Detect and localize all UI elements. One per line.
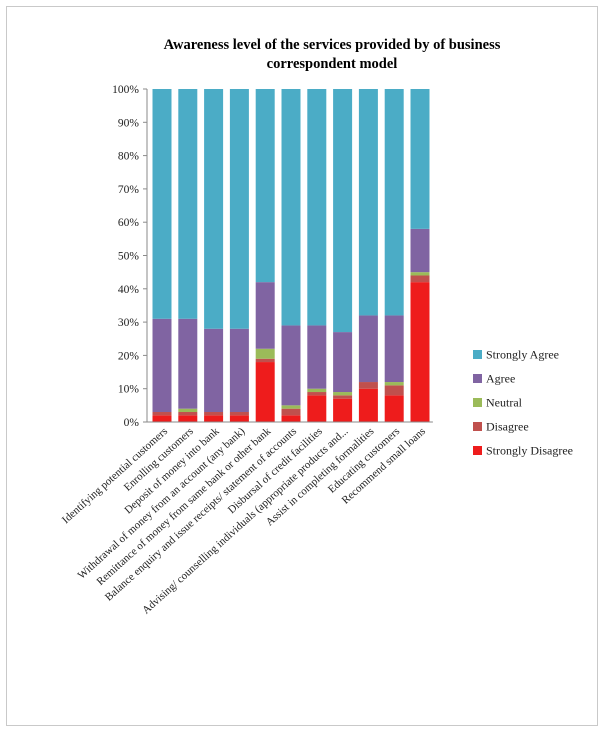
bars xyxy=(152,89,430,422)
bar-segment xyxy=(384,382,404,386)
bar-stack xyxy=(358,89,378,422)
legend-label: Strongly Agree xyxy=(486,348,559,362)
bar-segment xyxy=(255,358,275,363)
stacked-bar-chart: Awareness level of the services provided… xyxy=(60,37,573,617)
bar-stack xyxy=(255,89,275,422)
y-tick-label: 100% xyxy=(112,84,139,96)
bar-stack xyxy=(204,89,224,422)
bar-segment xyxy=(255,362,275,422)
bar-segment xyxy=(333,398,353,422)
y-tick-label: 70% xyxy=(118,184,140,196)
bar-segment xyxy=(384,385,404,396)
chart-title-line-2: correspondent model xyxy=(267,56,398,72)
bar-segment xyxy=(152,318,172,413)
bar-segment xyxy=(152,412,172,416)
bar-segment xyxy=(255,348,275,359)
bar-segment xyxy=(358,388,378,422)
y-tick-label: 80% xyxy=(118,151,140,163)
bar-segment xyxy=(178,89,198,319)
bar-segment xyxy=(152,89,172,319)
bar-segment xyxy=(281,408,301,416)
legend-item: Disagree xyxy=(473,420,529,434)
y-tick-label: 40% xyxy=(118,284,140,296)
bar-segment xyxy=(333,89,353,333)
bar-segment xyxy=(307,89,327,326)
bar-segment xyxy=(307,325,327,389)
bar-segment xyxy=(358,315,378,383)
bar-segment xyxy=(410,272,430,276)
bar-segment xyxy=(229,89,249,329)
y-tick-label: 60% xyxy=(118,217,140,229)
legend-swatch xyxy=(473,422,482,431)
bar-segment xyxy=(410,228,430,273)
bar-segment xyxy=(229,328,249,413)
bar-stack xyxy=(307,89,327,422)
legend-label: Disagree xyxy=(486,420,529,434)
bar-stack xyxy=(384,89,404,422)
legend-label: Neutral xyxy=(486,396,523,410)
chart-title: Awareness level of the services provided… xyxy=(164,37,501,72)
y-tick-label: 20% xyxy=(118,350,140,362)
bar-segment xyxy=(281,325,301,406)
bar-segment xyxy=(333,395,353,399)
bar-stack xyxy=(410,89,430,422)
bar-segment xyxy=(410,275,430,283)
bar-segment xyxy=(333,332,353,393)
legend-swatch xyxy=(473,374,482,383)
legend-swatch xyxy=(473,350,482,359)
y-tick-label: 50% xyxy=(118,251,140,263)
bar-segment xyxy=(229,412,249,416)
bar-segment xyxy=(204,412,224,416)
legend-swatch xyxy=(473,446,482,455)
y-tick-label: 0% xyxy=(124,417,140,429)
legend: Strongly Agree Agree Neutral Disagree Strong… xyxy=(473,348,573,458)
bar-segment xyxy=(307,388,327,393)
bar-segment xyxy=(410,282,430,422)
y-tick-label: 10% xyxy=(118,384,140,396)
bar-segment xyxy=(307,392,327,396)
legend-item: Neutral xyxy=(473,396,523,410)
bar-stack xyxy=(178,89,198,422)
bar-segment xyxy=(281,89,301,326)
bar-segment xyxy=(384,89,404,316)
bar-segment xyxy=(152,415,172,422)
bar-segment xyxy=(255,282,275,349)
bar-segment xyxy=(410,89,430,229)
legend-item: Agree xyxy=(473,372,515,386)
legend-label: Agree xyxy=(486,372,515,386)
bar-stack xyxy=(229,89,249,422)
bar-segment xyxy=(333,392,353,396)
bar-segment xyxy=(255,89,275,283)
bar-segment xyxy=(178,415,198,422)
bar-segment xyxy=(307,395,327,422)
y-tick-label: 30% xyxy=(118,317,140,329)
chart-title-line-1: Awareness level of the services provided… xyxy=(164,37,501,53)
bar-segment xyxy=(178,408,198,413)
bar-stack xyxy=(152,89,172,422)
bar-stack xyxy=(333,89,353,422)
bar-segment xyxy=(384,395,404,422)
bar-segment xyxy=(178,318,198,409)
bar-segment xyxy=(204,328,224,413)
bar-segment xyxy=(358,382,378,389)
bar-segment xyxy=(384,315,404,383)
bar-stack xyxy=(281,89,301,422)
legend-swatch xyxy=(473,398,482,407)
bar-segment xyxy=(178,412,198,416)
y-tick-label: 90% xyxy=(118,117,140,129)
bar-segment xyxy=(281,415,301,422)
chart-frame: Awareness level of the services provided… xyxy=(6,6,598,726)
bar-segment xyxy=(204,415,224,422)
legend-item: Strongly Disagree xyxy=(473,444,573,458)
bar-segment xyxy=(358,89,378,316)
x-axis: Identifying potential customersEnrolling… xyxy=(60,421,433,617)
bar-segment xyxy=(281,405,301,409)
bar-segment xyxy=(229,415,249,422)
bar-segment xyxy=(204,89,224,329)
x-category-label: Remittance of money from same bank or ot… xyxy=(94,425,273,588)
legend-label: Strongly Disagree xyxy=(486,444,573,458)
legend-item: Strongly Agree xyxy=(473,348,559,362)
y-axis: 0% 10% 20% 30% 40% 50% 60% 70% 80% 90% 100% xyxy=(112,84,148,429)
